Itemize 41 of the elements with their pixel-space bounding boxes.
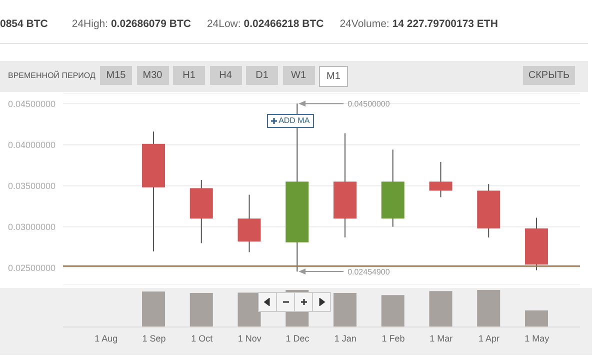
x-tick-label: 1 May	[524, 333, 550, 344]
annotation: 0.04500000	[348, 100, 390, 109]
text: H4	[210, 66, 242, 85]
y-tick-label: 0.04000000	[8, 140, 56, 150]
bar	[477, 290, 500, 327]
x-tick-label: 1 Sep	[142, 333, 166, 344]
x-tick-label: 1 Dec	[286, 333, 310, 344]
x-tick-label: 1 Jan	[334, 333, 356, 344]
annotation: 0.02454900	[348, 267, 390, 276]
text: 24High: 0.02686079 BTC	[72, 18, 191, 30]
x-tick-label: 1 Mar	[430, 333, 453, 344]
text: M15	[100, 66, 132, 85]
bar	[429, 291, 452, 327]
candlestick	[429, 161, 452, 198]
text: D1	[246, 66, 278, 85]
bar	[238, 292, 261, 327]
text: 0854 BTC	[0, 18, 48, 30]
bar	[524, 310, 548, 327]
annotation: ADD MA	[278, 115, 310, 127]
text: H1	[173, 66, 205, 85]
x-tick-label: 1 Nov	[238, 333, 262, 344]
text: СКРЫТЬ	[523, 66, 575, 85]
text: M30	[136, 66, 168, 85]
bar	[142, 291, 166, 327]
text: ВРЕМЕННОЙ ПЕРИОД	[8, 71, 96, 80]
x-tick-label: 1 Feb	[382, 333, 405, 344]
bar	[381, 295, 404, 327]
text: 24Low: 0.02466218 BTC	[206, 18, 324, 30]
y-tick-label: 0.03000000	[8, 222, 56, 232]
text: W1	[282, 66, 314, 85]
y-tick-label: 0.03500000	[8, 180, 56, 191]
bar	[190, 292, 213, 327]
x-tick-label: 1 Aug	[94, 333, 118, 344]
text: M1	[319, 66, 348, 87]
text: 24Volume: 14 227.79700173 ETH	[340, 18, 498, 30]
x-tick-label: 1 Apr	[478, 333, 500, 344]
y-tick-label: 0.02500000	[8, 262, 56, 273]
bar	[334, 292, 356, 327]
candlestick	[238, 194, 261, 253]
y-tick-label: 0.04500000	[8, 98, 56, 109]
x-tick-label: 1 Oct	[191, 333, 214, 344]
